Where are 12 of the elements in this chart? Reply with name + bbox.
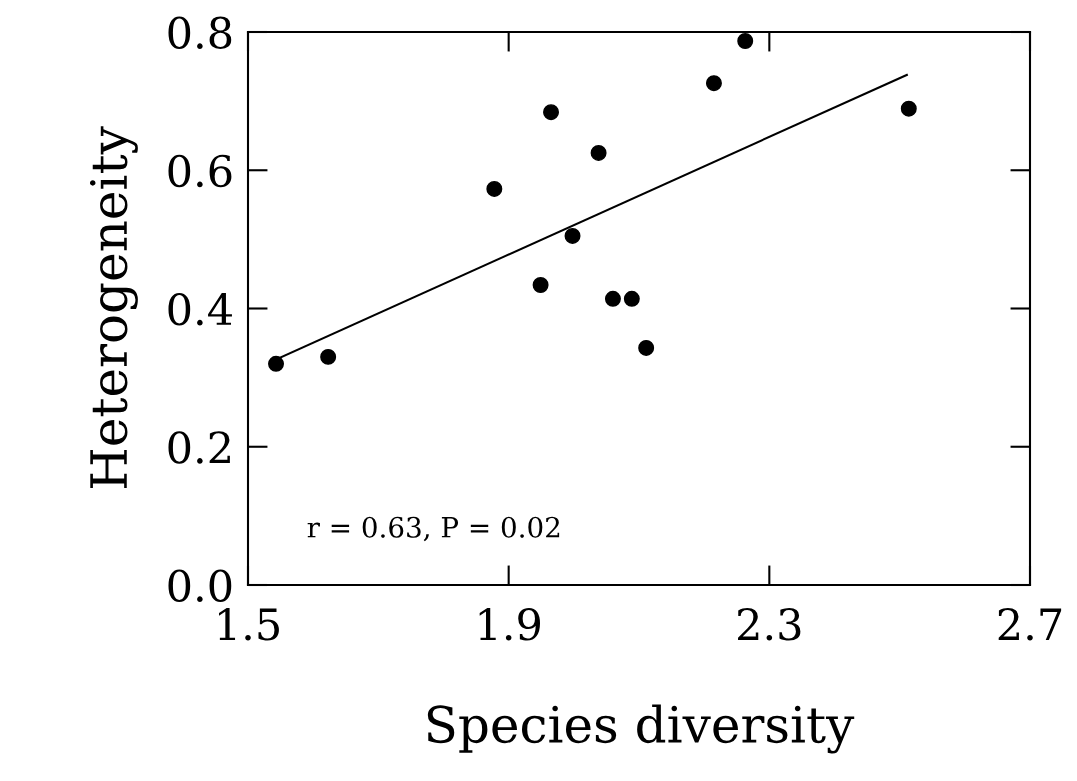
y-tick-label: 0.6 xyxy=(168,154,232,188)
annotation: r = 0.63, P = 0.02 xyxy=(307,516,560,542)
y-tick-label: 0.0 xyxy=(168,569,232,602)
y-tick-label: 0.8 xyxy=(168,16,232,49)
x-axis-title: Species diversity xyxy=(427,704,855,754)
y-tick-label: 0.4 xyxy=(168,292,232,326)
x-tick-label: 2.3 xyxy=(738,607,801,641)
y-tick-label: 0.2 xyxy=(168,431,230,464)
x-tick-label: 1.9 xyxy=(479,607,540,641)
x-tick-label: 2.7 xyxy=(998,607,1062,641)
y-axis-title: Heterogeneity xyxy=(89,126,138,489)
x-tick-label: 1.5 xyxy=(219,607,279,641)
